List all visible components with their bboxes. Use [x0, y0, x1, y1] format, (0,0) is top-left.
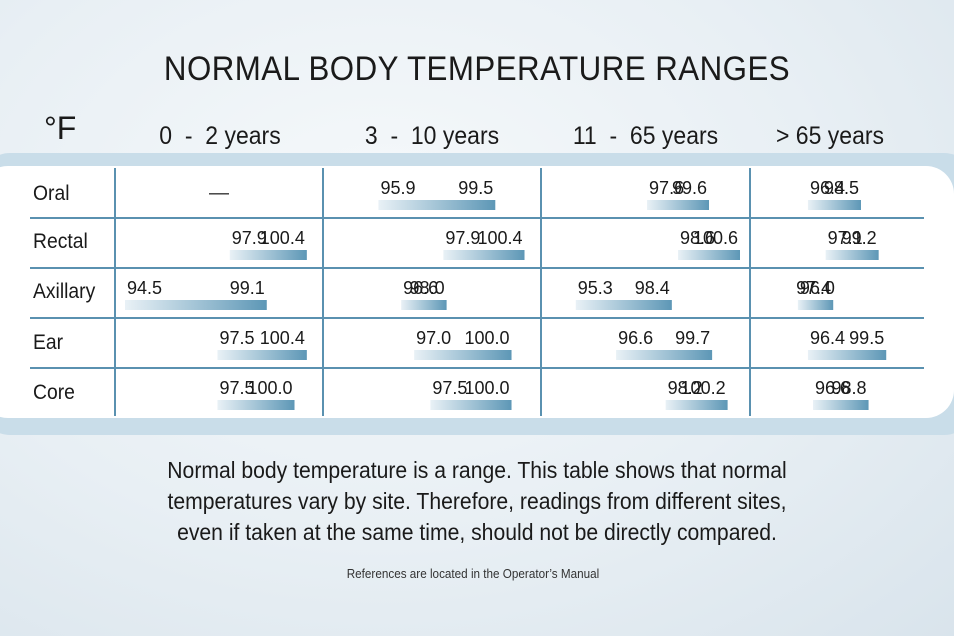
range-bar-axillary-3	[797, 300, 834, 310]
range-low-label: 96.6	[618, 328, 653, 348]
row-label-oral: Oral	[33, 182, 70, 205]
references-note: References are located in the Operator’s…	[346, 566, 600, 581]
range-low-label: 97.9	[232, 228, 267, 248]
range-low-label: 97.6	[649, 178, 684, 198]
range-bar-axillary-0	[125, 300, 267, 310]
range-low-label: 94.5	[127, 278, 162, 298]
row-label-core: Core	[33, 381, 75, 404]
range-high-label: 99.7	[675, 328, 710, 348]
range-bar-core-1	[430, 400, 512, 410]
explanatory-note: Normal body temperature is a range. This…	[38, 455, 916, 548]
row-label-ear: Ear	[33, 331, 64, 354]
range-low-label: 97.0	[416, 328, 451, 348]
range-low-label: 97.5	[219, 378, 254, 398]
range-high-label: 100.0	[247, 378, 292, 398]
range-high-label: 98.0	[410, 278, 445, 298]
range-high-label: 98.8	[832, 378, 867, 398]
range-bar-ear-1	[414, 350, 512, 360]
range-low-label: 97.5	[219, 328, 254, 348]
range-bar-axillary-1	[401, 300, 447, 310]
range-bar-rectal-0	[229, 250, 307, 260]
range-high-label: 100.4	[260, 228, 305, 248]
column-header-age-3-10: 3 - 10 years	[364, 122, 500, 150]
range-bar-oral-1	[378, 200, 496, 210]
range-high-label: 99.6	[672, 178, 707, 198]
range-bar-core-3	[813, 400, 869, 410]
range-low-label: 96.6	[403, 278, 438, 298]
range-high-label: 100.0	[464, 378, 509, 398]
range-bar-rectal-1	[443, 250, 525, 260]
column-header-age-over-65: > 65 years	[775, 122, 885, 150]
range-low-label: 98.6	[680, 228, 715, 248]
range-bar-axillary-2	[575, 300, 672, 310]
note-line-2: temperatures vary by site. Therefore, re…	[167, 488, 787, 514]
range-low-label: 97.9	[445, 228, 480, 248]
range-low-label: 95.3	[578, 278, 613, 298]
range-high-label: 100.0	[464, 328, 509, 348]
range-bar-core-0	[217, 400, 295, 410]
range-low-label: 96.6	[815, 378, 850, 398]
range-bar-oral-3	[807, 200, 861, 210]
row-label-rectal: Rectal	[33, 230, 88, 253]
range-bar-core-2	[665, 400, 728, 410]
range-bar-ear-3	[807, 350, 887, 360]
range-high-label: 100.6	[693, 228, 738, 248]
column-header-age-11-65: 11 - 65 years	[572, 122, 719, 150]
range-low-label: 96.4	[810, 178, 845, 198]
range-low-label: 97.5	[432, 378, 467, 398]
note-line-3: even if taken at the same time, should n…	[177, 519, 777, 545]
range-high-label: 97.4	[796, 278, 831, 298]
range-bar-ear-0	[217, 350, 307, 360]
range-low-label: 95.9	[380, 178, 415, 198]
row-label-axillary: Axillary	[33, 280, 96, 303]
range-low-label: 97.1	[828, 228, 863, 248]
range-bar-rectal-2	[678, 250, 740, 260]
range-low-label: 98.2	[668, 378, 703, 398]
range-high-label: 100.4	[260, 328, 305, 348]
note-line-1: Normal body temperature is a range. This…	[167, 457, 787, 483]
no-data-mark-oral: —	[209, 182, 229, 204]
range-bar-rectal-3	[825, 250, 879, 260]
range-high-label: 99.5	[458, 178, 493, 198]
range-bar-oral-2	[647, 200, 710, 210]
range-high-label: 99.2	[842, 228, 877, 248]
range-high-label: 99.1	[230, 278, 265, 298]
range-bar-ear-2	[616, 350, 713, 360]
range-high-label: 98.5	[824, 178, 859, 198]
range-low-label: 96.4	[810, 328, 845, 348]
column-header-age-0-2: 0 - 2 years	[159, 122, 281, 150]
unit-label: °F	[44, 110, 77, 146]
range-low-label: 96.0	[800, 278, 835, 298]
range-high-label: 100.2	[681, 378, 726, 398]
chart-title: NORMAL BODY TEMPERATURE RANGES	[163, 50, 791, 88]
range-high-label: 100.4	[477, 228, 522, 248]
range-high-label: 99.5	[849, 328, 884, 348]
range-high-label: 98.4	[635, 278, 670, 298]
